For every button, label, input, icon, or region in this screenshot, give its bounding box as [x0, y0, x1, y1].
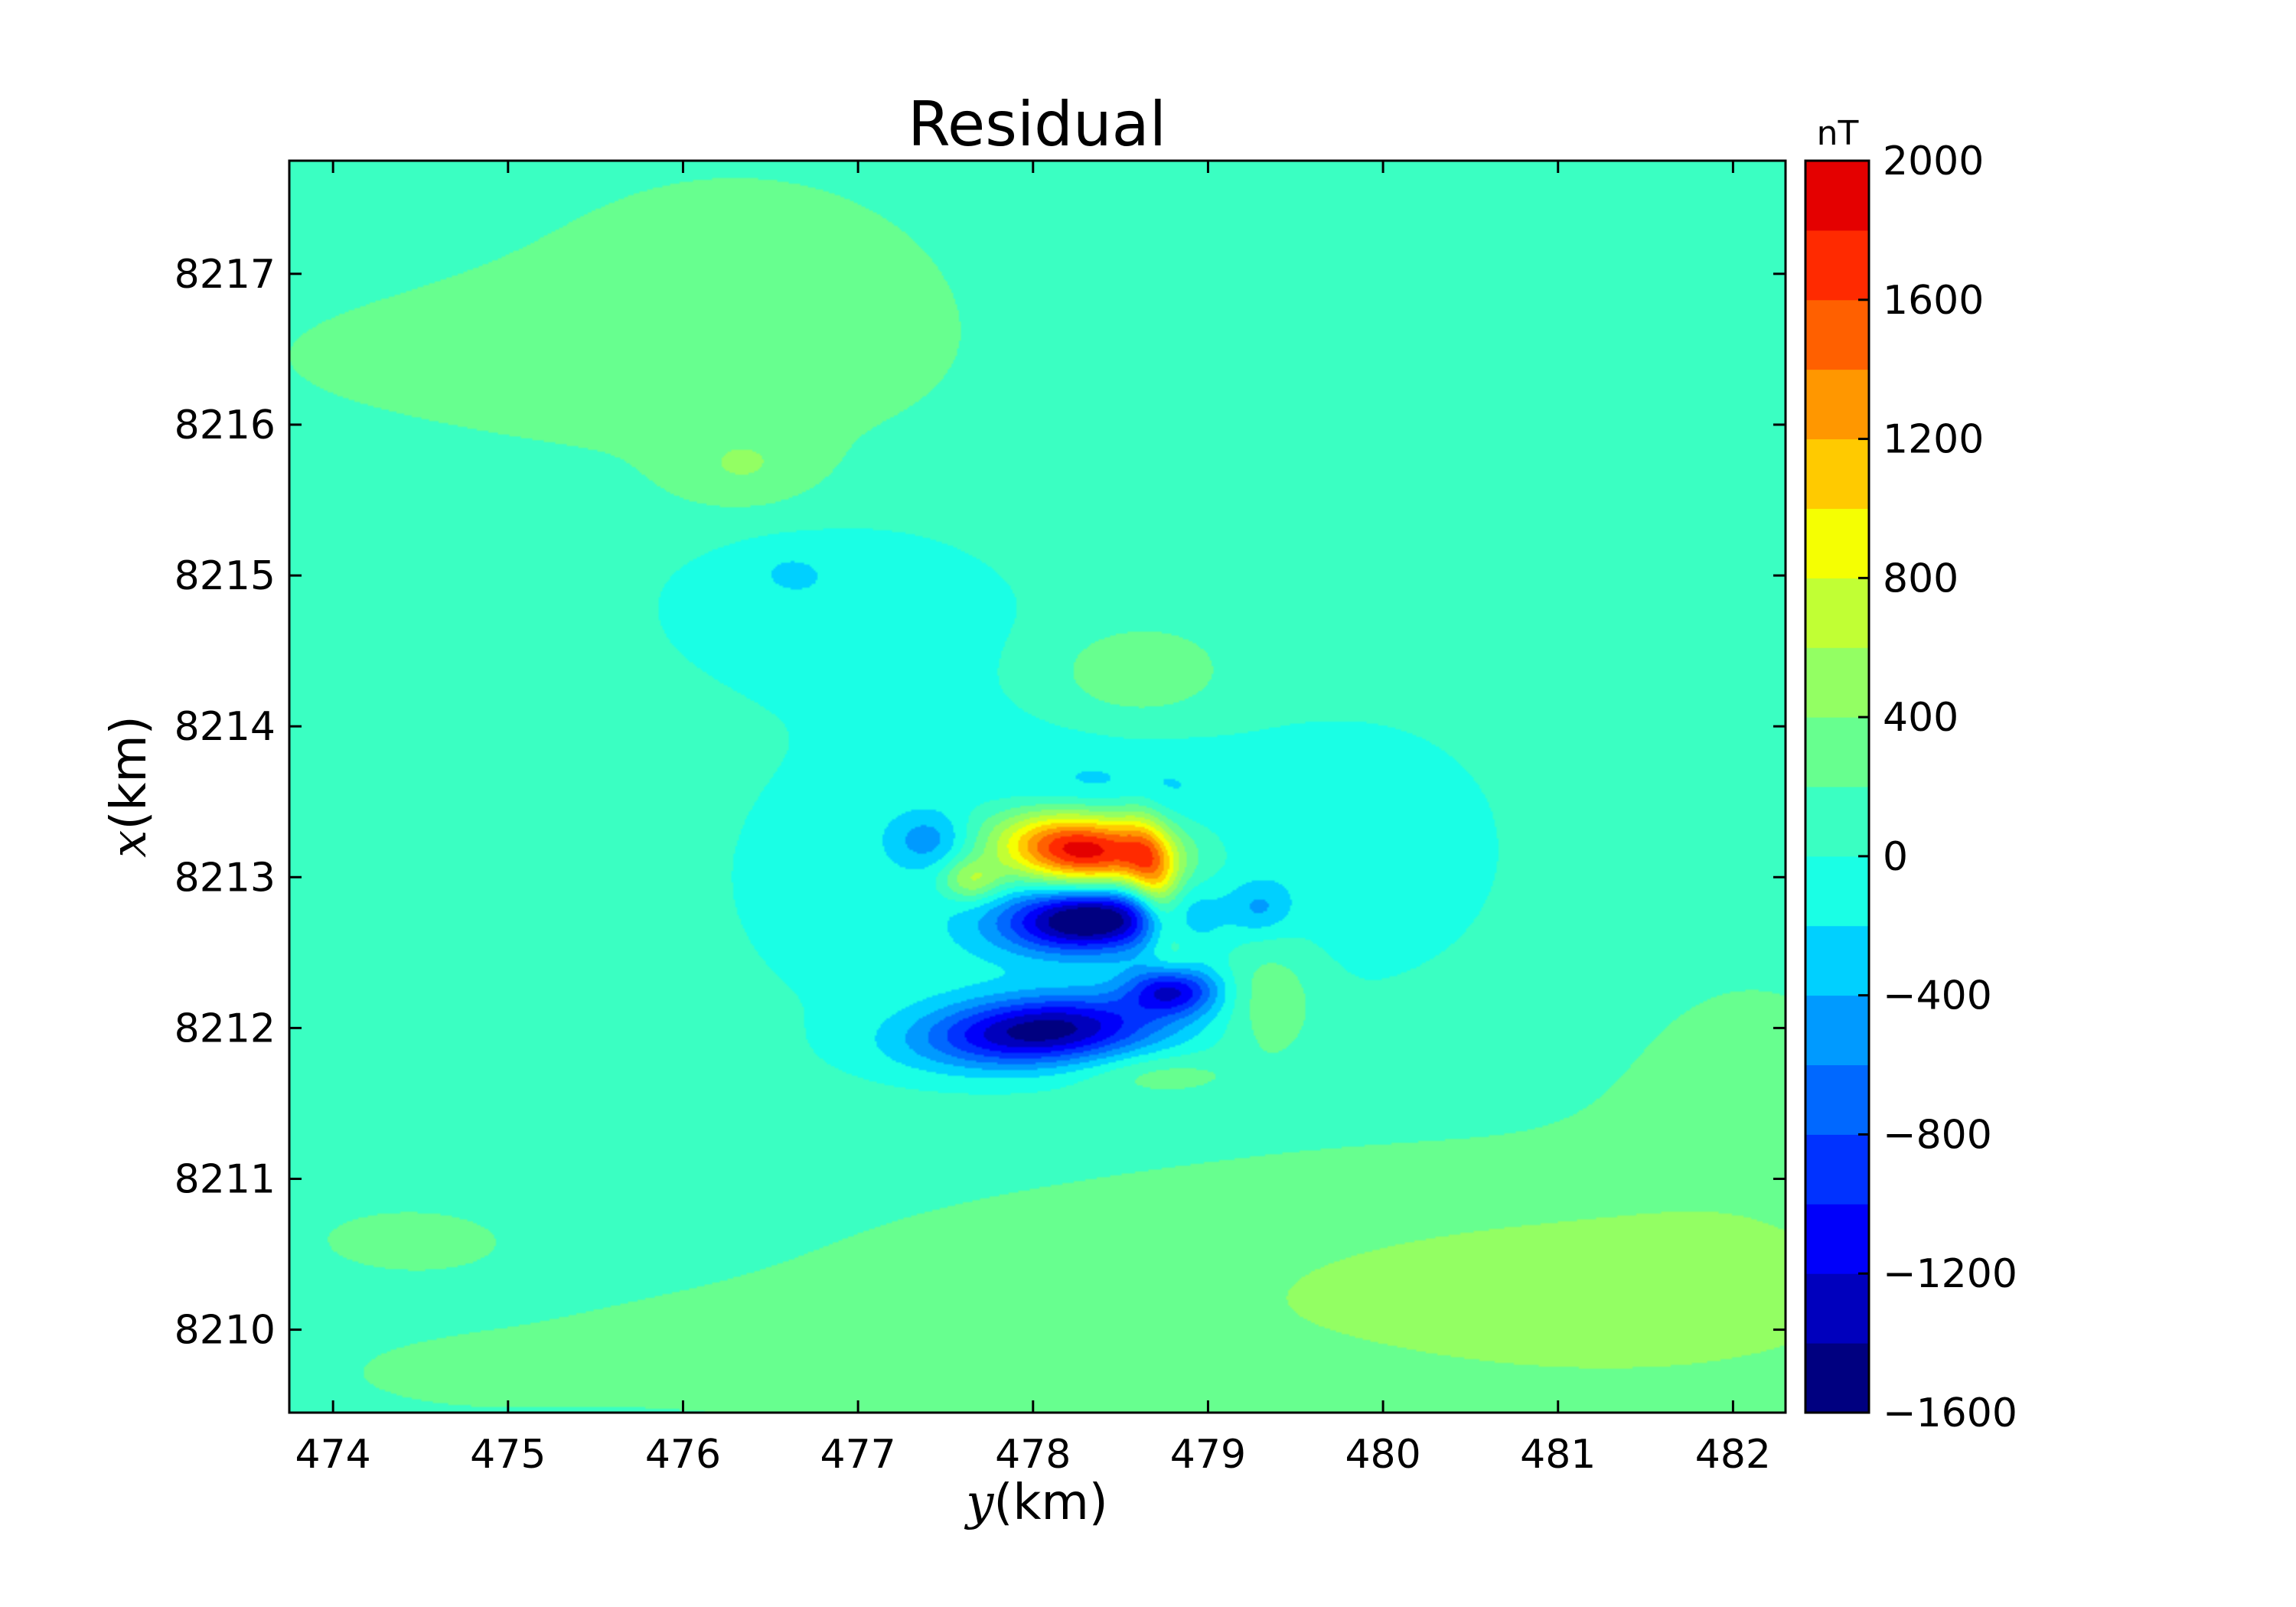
colorbar-band: [1805, 1064, 1869, 1135]
x-tick-label: 479: [1170, 1432, 1246, 1478]
colorbar-tick-label: 0: [1883, 834, 1908, 880]
colorbar-band: [1805, 438, 1869, 509]
y-tick-label: 8210: [174, 1308, 276, 1354]
colorbar-band: [1805, 925, 1869, 996]
x-tick-label: 477: [820, 1432, 895, 1478]
colorbar-band: [1805, 230, 1869, 301]
y-tick-label: 8212: [174, 1006, 276, 1051]
y-axis-label-var: x: [101, 830, 158, 858]
x-axis-ticks: 474 475 476 477 478 479 480 481 482: [295, 161, 1771, 1478]
y-tick-label: 8215: [174, 553, 276, 599]
y-tick-label: 8216: [174, 403, 276, 448]
y-axis-label: x(km): [101, 715, 158, 857]
colorbar-band: [1805, 1273, 1869, 1344]
colorbar-tick-label: 1600: [1883, 278, 1984, 324]
colorbar-tick-label: 400: [1883, 695, 1958, 741]
colorbar-tick-label: −400: [1883, 973, 1992, 1019]
colorbar-band: [1805, 578, 1869, 648]
y-tick-label: 8214: [174, 704, 276, 750]
chart-title: Residual: [908, 89, 1166, 160]
y-axis-ticks: 8210 8211 8212 8213 8214 8215 8216 8217: [174, 252, 1786, 1354]
contour-fill: [289, 161, 1786, 1413]
colorbar-band: [1805, 508, 1869, 579]
x-tick-label: 474: [295, 1432, 371, 1478]
colorbar-tick-label: −800: [1883, 1112, 1992, 1158]
colorbar-band: [1805, 161, 1869, 231]
plot-frame: [288, 159, 1787, 1414]
colorbar-bands: [1805, 161, 1869, 1413]
colorbar-band: [1805, 717, 1869, 787]
y-tick-label: 8217: [174, 252, 276, 298]
colorbar-band: [1805, 1343, 1869, 1413]
colorbar-frame: [1804, 159, 1870, 1414]
y-tick-label: 8211: [174, 1156, 276, 1202]
colorbar-band: [1805, 856, 1869, 927]
x-tick-label: 480: [1345, 1432, 1420, 1478]
colorbar-band: [1805, 995, 1869, 1066]
colorbar-tick-label: 800: [1883, 556, 1958, 601]
x-tick-label: 476: [645, 1432, 721, 1478]
colorbar-band: [1805, 1204, 1869, 1274]
colorbar-band: [1805, 299, 1869, 370]
x-tick-label: 481: [1520, 1432, 1596, 1478]
y-tick-label: 8213: [174, 855, 276, 901]
colorbar-band: [1805, 369, 1869, 440]
x-axis-label-var: y: [964, 1475, 994, 1531]
plot-area: 474 475 476 477 478 479 480 481 482 8210 8211 8212…: [174, 159, 1787, 1478]
x-tick-label: 475: [470, 1432, 546, 1478]
colorbar-band: [1805, 647, 1869, 718]
colorbar-band: [1805, 1134, 1869, 1204]
colorbar-band: [1805, 787, 1869, 857]
colorbar-tick-label: −1600: [1883, 1390, 2017, 1436]
x-axis-label-unit: (km): [993, 1475, 1107, 1531]
colorbar-tick-label: −1200: [1883, 1251, 2017, 1297]
x-tick-label: 482: [1695, 1432, 1771, 1478]
colorbar: nT 2000 1600 1200 800 400 0 −400 −800 −1200 −1600: [1804, 114, 2017, 1436]
colorbar-tick-label: 1200: [1883, 417, 1984, 463]
x-axis-label: y(km): [964, 1475, 1108, 1531]
x-tick-label: 478: [995, 1432, 1071, 1478]
colorbar-tick-label: 2000: [1883, 139, 1984, 184]
colorbar-ticks: 2000 1600 1200 800 400 0 −400 −800 −1200 −1600: [1858, 139, 2017, 1436]
colorbar-unit: nT: [1817, 114, 1859, 153]
y-axis-label-unit: (km): [101, 715, 158, 830]
